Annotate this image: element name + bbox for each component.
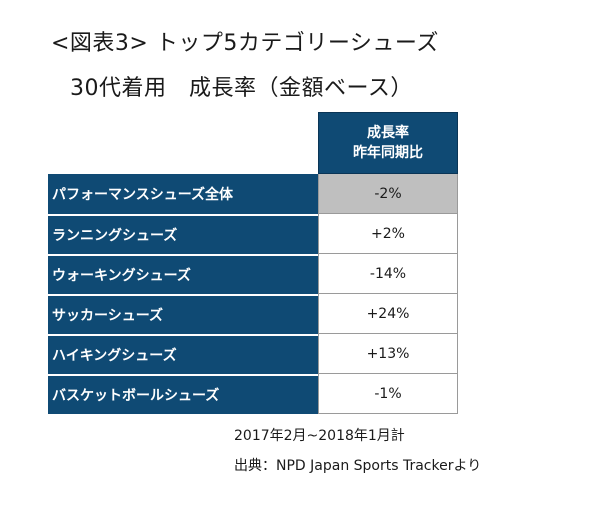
row-value: -2% xyxy=(318,174,458,214)
row-label: バスケットボールシューズ xyxy=(48,374,318,414)
row-value: -1% xyxy=(318,374,458,414)
column-header-line2: 昨年同期比 xyxy=(353,145,423,161)
row-value: -14% xyxy=(318,254,458,294)
growth-table: 成長率 昨年同期比 パフォーマンスシューズ全体 -2% ランニングシューズ +2% ウォ… xyxy=(48,112,458,414)
row-label: ランニングシューズ xyxy=(48,214,318,254)
chart-title: <図表3> トップ5カテゴリーシューズ xyxy=(51,31,439,56)
row-value: +2% xyxy=(318,214,458,254)
row-value: +13% xyxy=(318,334,458,374)
column-header-line1: 成長率 xyxy=(367,125,409,141)
column-header: 成長率 昨年同期比 xyxy=(318,112,458,174)
footnote-period: 2017年2月~2018年1月計 xyxy=(234,428,405,444)
row-label: ウォーキングシューズ xyxy=(48,254,318,294)
footnote-source: 出典：NPD Japan Sports Trackerより xyxy=(234,458,482,474)
row-label: サッカーシューズ xyxy=(48,294,318,334)
chart-subtitle: 30代着用 成長率（金額ベース） xyxy=(70,76,413,101)
row-label: ハイキングシューズ xyxy=(48,334,318,374)
row-value: +24% xyxy=(318,294,458,334)
row-label: パフォーマンスシューズ全体 xyxy=(48,174,318,214)
